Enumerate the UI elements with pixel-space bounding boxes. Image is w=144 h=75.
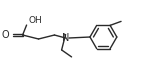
Text: N: N — [62, 33, 69, 43]
Text: O: O — [2, 30, 9, 40]
Text: OH: OH — [29, 16, 42, 25]
